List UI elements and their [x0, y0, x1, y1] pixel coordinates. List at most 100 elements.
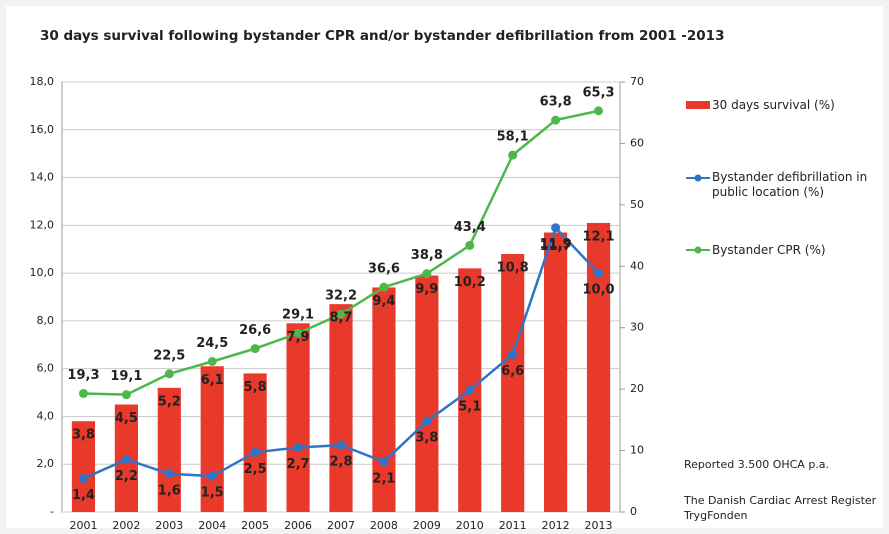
bar — [243, 373, 267, 512]
y2-tick-label: 10 — [630, 444, 644, 457]
y2-tick-label: 30 — [630, 321, 644, 334]
x-tick-label: 2002 — [112, 519, 140, 532]
data-label: 10,2 — [454, 275, 486, 290]
point — [465, 385, 475, 395]
data-label: 2,7 — [287, 457, 310, 472]
y-tick-label: 14,0 — [30, 171, 55, 184]
point — [508, 150, 518, 160]
data-label: 5,8 — [244, 380, 267, 395]
legend-swatch — [686, 101, 710, 109]
data-label: 24,5 — [196, 336, 228, 351]
x-tick-label: 2011 — [499, 519, 527, 532]
bar — [157, 387, 181, 512]
data-label: 19,1 — [110, 369, 142, 384]
x-tick-label: 2006 — [284, 519, 312, 532]
bar — [71, 421, 96, 512]
point — [551, 223, 561, 233]
data-label: 22,5 — [153, 348, 185, 363]
chart-title: 30 days survival following bystander CPR… — [40, 28, 724, 44]
data-label: 26,6 — [239, 323, 271, 338]
y2-tick-label: 70 — [630, 75, 644, 88]
legend-swatch — [694, 174, 702, 182]
y-tick-label: 18,0 — [30, 75, 55, 88]
bar — [544, 232, 568, 512]
x-tick-label: 2003 — [155, 519, 183, 532]
data-label: 10,0 — [582, 283, 614, 298]
legend-label: 30 days survival (%) — [712, 98, 835, 112]
y-tick-label: - — [50, 505, 54, 518]
data-label: 4,5 — [115, 411, 138, 426]
point — [379, 457, 389, 467]
data-label: 1,5 — [201, 486, 224, 501]
point — [250, 344, 260, 354]
legend-label: Bystander defibrillation in public locat… — [712, 170, 868, 199]
x-tick-label: 2005 — [241, 519, 269, 532]
data-label: 6,6 — [501, 364, 524, 379]
y-tick-label: 10,0 — [30, 266, 55, 279]
data-label: 1,4 — [72, 488, 95, 503]
point — [336, 309, 346, 319]
bar — [415, 275, 439, 512]
point — [379, 282, 389, 292]
point — [594, 106, 604, 116]
y2-tick-label: 20 — [630, 382, 644, 395]
y-tick-label: 2,0 — [37, 457, 55, 470]
data-label: 3,8 — [72, 428, 95, 443]
note: TrygFonden — [684, 509, 748, 522]
x-tick-label: 2008 — [370, 519, 398, 532]
data-label: 2,1 — [372, 471, 395, 486]
data-label: 63,8 — [540, 95, 572, 110]
point — [78, 388, 88, 398]
data-label: 9,4 — [372, 294, 395, 309]
bar — [329, 304, 353, 512]
point — [293, 443, 303, 452]
data-label: 2,5 — [244, 462, 267, 477]
y2-tick-label: 50 — [630, 198, 644, 211]
y2-tick-label: 0 — [630, 505, 637, 518]
x-tick-label: 2012 — [542, 519, 570, 532]
point — [594, 268, 604, 278]
bar — [286, 323, 310, 512]
point — [164, 469, 174, 479]
point — [508, 349, 518, 359]
data-label: 11,7 — [540, 239, 572, 254]
point — [422, 269, 432, 279]
data-label: 2,2 — [115, 469, 138, 484]
y-tick-label: 8,0 — [37, 314, 55, 327]
point — [250, 447, 260, 457]
data-label: 11,9 — [540, 237, 572, 252]
point — [78, 474, 88, 484]
x-tick-label: 2010 — [456, 519, 484, 532]
data-label: 10,8 — [497, 261, 529, 276]
legend-label: Bystander CPR (%) — [712, 243, 826, 257]
data-label: 3,8 — [415, 431, 438, 446]
x-tick-label: 2007 — [327, 519, 355, 532]
data-label: 32,2 — [325, 289, 357, 304]
note: The Danish Cardiac Arrest Register — [684, 494, 877, 507]
y-tick-label: 6,0 — [37, 362, 55, 375]
point — [207, 357, 217, 366]
data-label: 8,7 — [329, 311, 352, 326]
bar — [586, 222, 611, 512]
note: Reported 3.500 OHCA p.a. — [684, 458, 830, 471]
data-label: 6,1 — [201, 373, 224, 388]
point — [207, 471, 217, 481]
y-tick-label: 12,0 — [30, 218, 55, 231]
data-label: 12,1 — [582, 229, 614, 244]
background — [6, 6, 883, 528]
data-label: 43,4 — [454, 220, 486, 235]
data-label: 5,1 — [458, 400, 481, 415]
data-label: 19,3 — [67, 368, 99, 383]
point — [551, 115, 561, 125]
y-tick-label: 4,0 — [37, 409, 55, 422]
data-label: 2,8 — [329, 455, 352, 470]
data-label: 1,6 — [158, 483, 181, 498]
bar — [501, 254, 525, 512]
x-tick-label: 2013 — [585, 519, 613, 532]
data-label: 29,1 — [282, 308, 314, 323]
data-label: 65,3 — [582, 85, 614, 100]
y2-tick-label: 60 — [630, 136, 644, 149]
point — [121, 454, 131, 464]
